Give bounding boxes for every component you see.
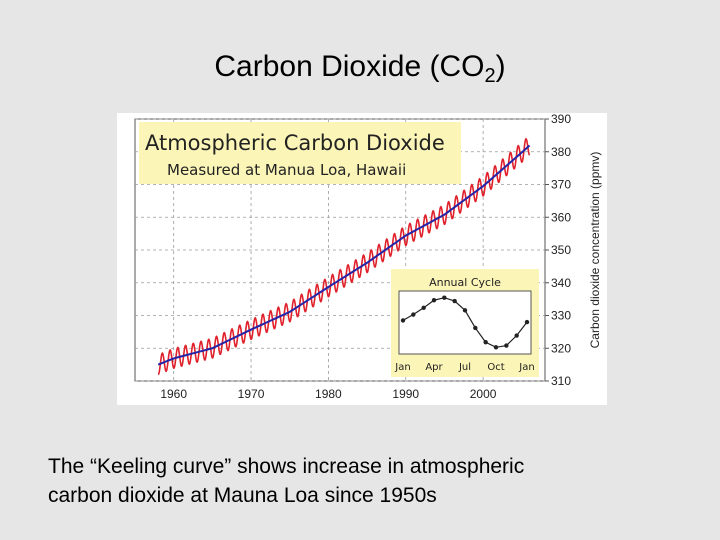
inset-tick-label: Oct: [487, 362, 504, 373]
annual-cycle-point: [400, 318, 406, 323]
y-tick-label: 390: [551, 113, 571, 126]
annual-cycle-point: [452, 298, 457, 304]
annual-cycle-point: [442, 295, 447, 300]
y-tick-label: 320: [551, 341, 571, 355]
annual-cycle-point: [462, 308, 468, 313]
annual-cycle-point: [473, 325, 478, 331]
annual-cycle-point: [504, 343, 509, 348]
y-tick-label: 350: [551, 243, 571, 257]
annual-cycle-point: [514, 333, 519, 338]
annual-cycle-point: [524, 319, 530, 325]
caption-line-2: carbon dioxide at Mauna Loa since 1950s: [48, 484, 437, 507]
trend-co2-line: [157, 144, 531, 366]
inset-tick-label: Jan: [394, 362, 410, 373]
inset-tick-label: Apr: [425, 362, 443, 373]
seasonal-co2-line: [157, 137, 531, 376]
annual-cycle-inset: Annual Cycle Jan Apr Jul Oct Jan: [391, 269, 539, 377]
annual-cycle-point: [493, 345, 499, 350]
inset-tick-label: Jan: [518, 362, 534, 373]
title-main-text: Carbon Dioxide (CO: [214, 50, 485, 83]
inset-title: Annual Cycle: [429, 276, 501, 289]
y-tick-label: 360: [551, 210, 571, 224]
slide-caption: The “Keeling curve” shows increase in at…: [48, 452, 698, 510]
title-subscript: 2: [484, 65, 496, 87]
keeling-curve-figure: 310 320 330 340 350 360 370 380 390 1960 1970 1980 1…: [117, 113, 607, 405]
inset-tick-label: Jul: [458, 362, 471, 373]
x-tick-label: 1960: [160, 387, 187, 401]
title-box: [139, 122, 461, 184]
annual-cycle-point: [421, 305, 426, 310]
y-tick-label: 340: [551, 276, 571, 290]
x-tick-label: 1990: [392, 387, 419, 401]
chart-title: Atmospheric Carbon Dioxide: [145, 131, 445, 155]
inset-plot-frame: [398, 290, 532, 355]
y-tick-label: 370: [551, 178, 571, 192]
title-end-text: ): [495, 50, 506, 83]
annual-cycle-point: [431, 298, 437, 303]
y-tick-label: 330: [551, 309, 571, 323]
annual-cycle-point: [411, 312, 416, 317]
annual-cycle-point: [483, 340, 488, 345]
y-axis-label: Carbon dioxide concentration (ppmv): [588, 152, 602, 349]
caption-line-1: The “Keeling curve” shows increase in at…: [48, 455, 525, 478]
slide-title: Carbon Dioxide (CO2): [0, 50, 720, 88]
x-tick-label: 1970: [238, 387, 265, 401]
x-tick-label: 2000: [470, 387, 497, 401]
y-tick-label: 380: [551, 145, 571, 159]
x-tick-label: 1980: [315, 387, 342, 401]
chart-subtitle: Measured at Manua Loa, Hawaii: [167, 161, 406, 179]
keeling-chart-svg: 310 320 330 340 350 360 370 380 390 1960 1970 1980 1…: [134, 113, 602, 401]
y-tick-label: 310: [551, 374, 571, 388]
